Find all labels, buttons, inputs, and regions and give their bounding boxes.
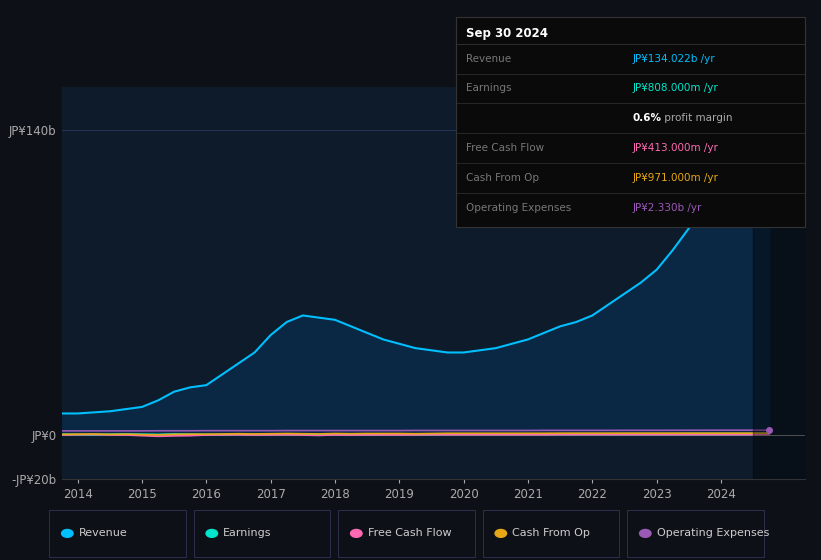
Text: Revenue: Revenue [466,54,511,64]
Text: Revenue: Revenue [79,529,127,538]
Text: profit margin: profit margin [661,113,732,123]
Text: Operating Expenses: Operating Expenses [657,529,769,538]
Text: Cash From Op: Cash From Op [466,173,539,183]
Text: JP¥971.000m /yr: JP¥971.000m /yr [632,173,718,183]
Text: Free Cash Flow: Free Cash Flow [466,143,544,153]
Text: 0.6%: 0.6% [632,113,661,123]
Text: JP¥2.330b /yr: JP¥2.330b /yr [632,203,702,213]
Text: JP¥134.022b /yr: JP¥134.022b /yr [632,54,715,64]
Bar [753,87,805,479]
Text: JP¥808.000m /yr: JP¥808.000m /yr [632,83,718,94]
Text: JP¥413.000m /yr: JP¥413.000m /yr [632,143,718,153]
Text: Operating Expenses: Operating Expenses [466,203,571,213]
Text: Earnings: Earnings [466,83,511,94]
Text: Sep 30 2024: Sep 30 2024 [466,27,548,40]
Text: Earnings: Earnings [223,529,272,538]
Text: Free Cash Flow: Free Cash Flow [368,529,452,538]
Text: Cash From Op: Cash From Op [512,529,590,538]
